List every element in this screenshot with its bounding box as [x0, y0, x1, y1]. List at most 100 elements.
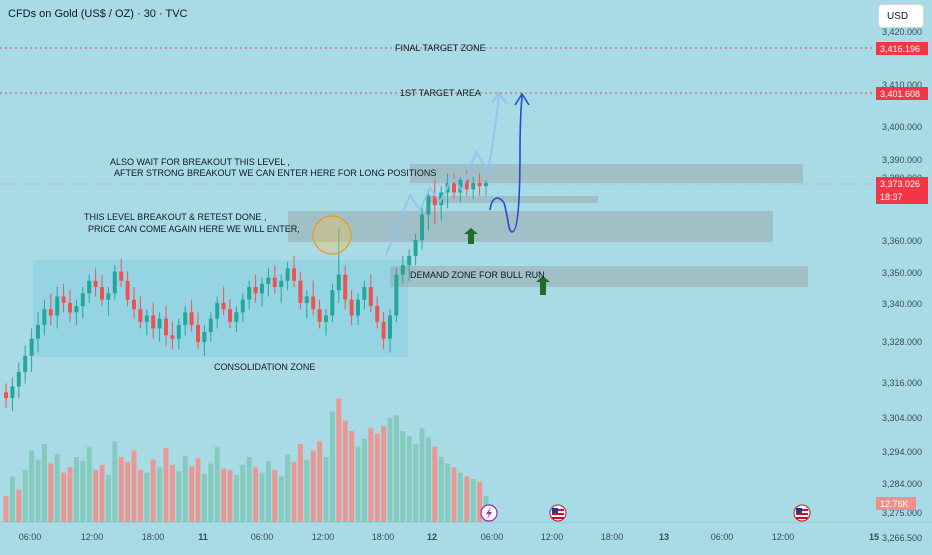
- candle-body: [407, 256, 412, 266]
- volume-bar: [54, 454, 60, 522]
- volume-tag: [876, 497, 916, 510]
- candle-body: [311, 296, 316, 310]
- time-tick-label: 06:00: [19, 532, 42, 542]
- price-tick-label: 3,275.000: [882, 508, 922, 518]
- price-tick-label: 3,400.000: [882, 122, 922, 132]
- annotation-price-come-again: PRICE CAN COME AGAIN HERE WE WILL ENTER,: [88, 224, 300, 234]
- candle-body: [55, 296, 60, 316]
- volume-bar: [233, 475, 239, 522]
- candle-body: [266, 277, 271, 284]
- price-tick-label: 3,340.000: [882, 299, 922, 309]
- time-tick-label: 18:00: [372, 532, 395, 542]
- volume-bar: [419, 428, 425, 522]
- currency-button[interactable]: USD: [878, 4, 924, 28]
- candle-body: [362, 287, 367, 300]
- candle-body: [176, 325, 181, 339]
- volume-bar: [137, 470, 143, 522]
- candle-body: [247, 287, 252, 300]
- candle-body: [215, 302, 220, 319]
- volume-bar: [227, 470, 233, 522]
- candle-body: [189, 312, 194, 325]
- volume-bar: [41, 444, 47, 522]
- price-axis-ticks: 3,420.0003,410.0003,400.0003,390.0003,38…: [882, 27, 922, 543]
- volume-bar: [278, 476, 284, 522]
- volume-bar: [445, 463, 451, 522]
- candle-body: [170, 335, 175, 339]
- volume-bar: [118, 457, 124, 522]
- flag-stripe: [552, 517, 564, 519]
- annotation-retest-done: THIS LEVEL BREAKOUT & RETEST DONE ,: [84, 212, 266, 222]
- volume-bar: [368, 428, 374, 522]
- volume-bar: [208, 463, 214, 522]
- bar-countdown: 18:37: [880, 192, 903, 202]
- candle-body: [349, 299, 354, 316]
- price-tick-label: 3,410.000: [882, 80, 922, 90]
- volume-bar: [48, 463, 54, 522]
- volume-bar: [387, 418, 393, 522]
- volume-bar: [413, 444, 419, 522]
- candle-body: [375, 306, 380, 322]
- volume-bar: [22, 470, 28, 522]
- candle-body: [112, 271, 117, 294]
- projection-path-light: [385, 95, 500, 256]
- candle-body: [279, 280, 284, 287]
- last-price: 3,373.026: [880, 179, 920, 189]
- candle-body: [477, 183, 482, 187]
- volume-bar: [125, 462, 131, 522]
- candlesticks: [4, 170, 488, 412]
- candle-body: [336, 274, 341, 291]
- volume-bar: [73, 457, 79, 522]
- volume-bar: [9, 476, 15, 522]
- volume-bar: [361, 438, 367, 522]
- volume-bar: [425, 437, 431, 522]
- volume-bar: [201, 473, 207, 522]
- candle-body: [68, 302, 72, 313]
- price-tick-label: 3,360.000: [882, 236, 922, 246]
- candle-body: [16, 371, 21, 387]
- volume-bar: [272, 470, 278, 522]
- volume-bar: [432, 446, 438, 522]
- candle-body: [298, 280, 303, 303]
- candle-body: [426, 195, 431, 215]
- price-tick-label: 3,294.000: [882, 447, 922, 457]
- volume-bar: [336, 398, 342, 522]
- volume-bar: [169, 464, 175, 522]
- price-tick-label: 3,350.000: [882, 268, 922, 278]
- volume-bar: [112, 441, 118, 522]
- volume-bar: [182, 455, 188, 522]
- candle-body: [87, 280, 92, 294]
- volume-bar: [214, 446, 220, 522]
- retest-highlight-circle: [312, 215, 352, 255]
- candle-body: [400, 265, 405, 275]
- volume-bar: [131, 450, 137, 522]
- candle-body: [93, 280, 98, 287]
- consolidation-zone-label: CONSOLIDATION ZONE: [214, 362, 315, 372]
- volume-bar: [317, 441, 323, 522]
- candle-body: [42, 309, 47, 325]
- demand-zone-label: DEMAND ZONE FOR BULL RUN: [410, 270, 545, 280]
- volume-bar: [67, 467, 73, 522]
- breakout-zone-minor: [430, 196, 598, 203]
- candle-body: [164, 318, 168, 336]
- candle-body: [356, 299, 360, 316]
- flag-stripe: [552, 513, 564, 515]
- symbol-title[interactable]: CFDs on Gold (US$ / OZ) · 30 · TVC: [8, 8, 188, 20]
- candle-body: [29, 338, 34, 356]
- annotation-wait-breakout: ALSO WAIT FOR BREAKOUT THIS LEVEL ,: [110, 157, 290, 167]
- candle-body: [253, 287, 258, 294]
- candle-body: [23, 355, 28, 372]
- price-tick-label: 3,390.000: [882, 155, 922, 165]
- candle-body: [324, 315, 328, 322]
- candle-body: [388, 315, 392, 339]
- volume-bar: [93, 470, 99, 522]
- volume-bar: [464, 476, 470, 522]
- volume-bar: [29, 450, 35, 522]
- volume-bar: [265, 460, 271, 522]
- candle-body: [10, 386, 15, 399]
- price-axis[interactable]: [875, 30, 932, 520]
- volume-bar: [221, 468, 227, 522]
- flag-canton: [552, 508, 558, 513]
- volume-bar: [157, 467, 163, 522]
